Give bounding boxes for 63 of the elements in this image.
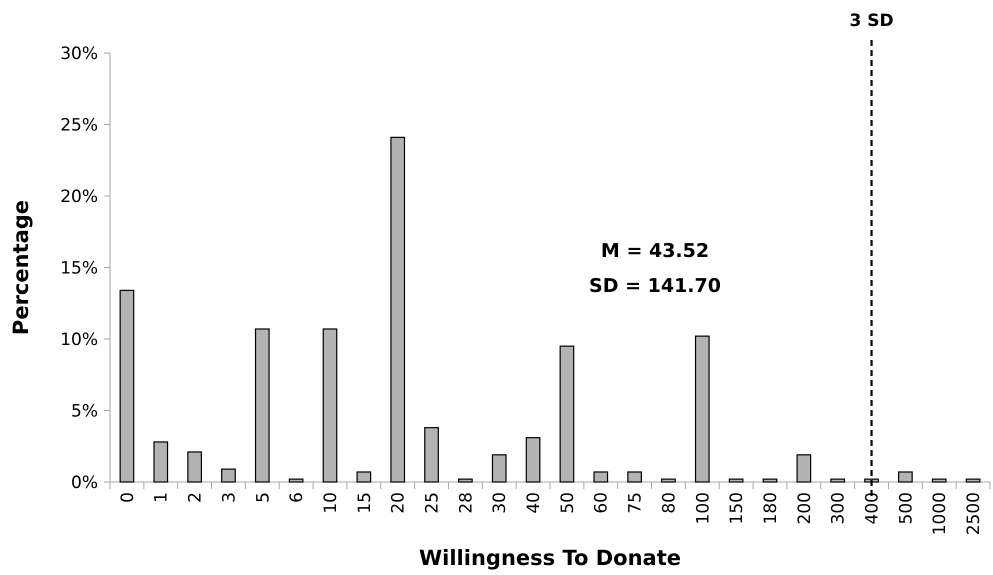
y-tick-label: 25% xyxy=(60,115,98,136)
bar xyxy=(728,478,744,483)
x-tick-label: 2 xyxy=(186,492,206,503)
x-tick-label: 400 xyxy=(862,492,882,524)
x-tick-label: 28 xyxy=(456,492,476,514)
x-tick-label: 80 xyxy=(659,492,680,514)
x-tick-label: 180 xyxy=(760,492,781,524)
x-tick-label: 75 xyxy=(626,492,646,514)
y-tick-label: 30% xyxy=(60,44,98,64)
annotation: M = 43.52 xyxy=(600,240,710,262)
x-tick-label: 0 xyxy=(118,492,138,503)
bar xyxy=(187,451,202,483)
y-tick-label: 10% xyxy=(60,330,98,350)
bar xyxy=(492,454,507,483)
x-tick-label: 3 xyxy=(219,492,240,503)
x-tick-label: 15 xyxy=(354,492,375,514)
x-tick-label: 100 xyxy=(693,492,714,524)
bar xyxy=(661,478,676,483)
y-tick-label: 5% xyxy=(71,401,98,422)
bar xyxy=(120,290,134,483)
x-tick-label: 20 xyxy=(388,492,409,514)
x-tick-label: 1 xyxy=(152,492,172,503)
y-tick-label: 20% xyxy=(60,186,98,207)
bar xyxy=(322,328,338,483)
bar xyxy=(424,427,439,483)
x-tick-label: 10 xyxy=(320,492,341,514)
bar xyxy=(694,336,710,483)
bar xyxy=(221,468,236,483)
bar xyxy=(762,478,778,483)
x-tick-label: 25 xyxy=(422,492,442,514)
x-tick-label: 30 xyxy=(490,492,510,514)
bar xyxy=(458,478,473,483)
x-tick-label: 300 xyxy=(828,492,849,524)
bar xyxy=(966,478,980,483)
y-axis-title: Percentage xyxy=(9,200,33,336)
x-tick-label: 6 xyxy=(287,492,308,503)
bar xyxy=(830,478,846,483)
x-tick-label: 40 xyxy=(524,492,544,514)
y-tick-label: 0% xyxy=(71,472,98,493)
bar xyxy=(526,437,540,483)
x-axis-title: Willingness To Donate xyxy=(419,546,681,570)
bar xyxy=(288,478,304,483)
bar xyxy=(390,136,406,483)
bar xyxy=(932,478,947,483)
x-tick-label: 5 xyxy=(253,492,274,503)
bar xyxy=(898,471,913,483)
ref-line-label: 3 SD xyxy=(849,11,894,31)
bar xyxy=(627,471,642,483)
annotation: SD = 141.70 xyxy=(589,275,721,297)
bar xyxy=(254,328,270,483)
x-tick-label: 50 xyxy=(558,492,578,514)
x-tick-label: 2500 xyxy=(964,492,984,536)
x-tick-label: 500 xyxy=(896,492,916,524)
bar xyxy=(593,471,608,483)
bar xyxy=(356,471,372,483)
x-tick-label: 1000 xyxy=(930,492,950,536)
bar xyxy=(560,346,574,483)
bar xyxy=(796,454,812,483)
y-tick-label: 15% xyxy=(60,258,98,278)
x-tick-label: 200 xyxy=(794,492,815,524)
x-tick-label: 60 xyxy=(592,492,612,514)
x-tick-label: 150 xyxy=(727,492,748,524)
bar xyxy=(153,441,168,483)
